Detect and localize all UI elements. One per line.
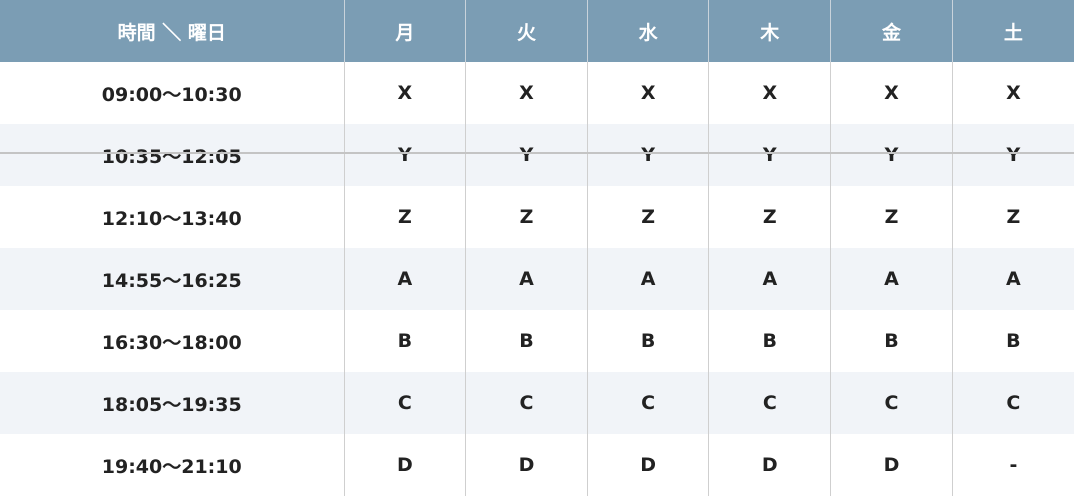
schedule-cell: B <box>951 310 1074 372</box>
schedule-cell: C <box>830 372 953 434</box>
schedule-cell: Y <box>343 124 466 186</box>
time-slot: 10:35〜12:05 <box>0 124 344 186</box>
header-day: 金 <box>830 0 953 62</box>
schedule-cell: Z <box>586 186 709 248</box>
schedule-cell: B <box>343 310 466 372</box>
header-day: 月 <box>343 0 466 62</box>
schedule-cell: D <box>343 434 466 496</box>
header-day: 土 <box>951 0 1074 62</box>
schedule-cell: B <box>465 310 588 372</box>
schedule-cell: A <box>708 248 831 310</box>
schedule-cell: A <box>343 248 466 310</box>
time-slot: 12:10〜13:40 <box>101 207 242 230</box>
table-row: 18:05〜19:35 C C C C C C <box>0 372 1074 434</box>
time-slot: 18:05〜19:35 <box>0 372 344 434</box>
header-day: 火 <box>465 0 588 62</box>
schedule-cell: Y <box>708 124 831 186</box>
table-row: 09:00〜10:30 X X X X X X <box>0 62 1074 124</box>
schedule-cell: D <box>465 434 588 496</box>
schedule-cell: X <box>343 62 466 124</box>
schedule-cell: B <box>708 310 831 372</box>
schedule-cell: C <box>343 372 466 434</box>
schedule-cell: Z <box>708 186 831 248</box>
schedule-cell: D <box>586 434 709 496</box>
schedule-cell: A <box>586 248 709 310</box>
schedule-cell: D <box>830 434 953 496</box>
time-slot: 09:00〜10:30 <box>101 83 242 106</box>
table-row: 12:10〜13:40 Z Z Z Z Z Z <box>0 186 1074 248</box>
horizontal-divider-line <box>0 152 1074 154</box>
schedule-cell: A <box>830 248 953 310</box>
schedule-cell: Y <box>830 124 953 186</box>
schedule-cell: Z <box>951 186 1074 248</box>
schedule-cell: B <box>586 310 709 372</box>
schedule-cell: - <box>951 434 1074 496</box>
schedule-cell: Z <box>343 186 466 248</box>
schedule-cell: Z <box>830 186 953 248</box>
table-row: 16:30〜18:00 B B B B B B <box>0 310 1074 372</box>
header-day: 水 <box>586 0 709 62</box>
table-row: 10:35〜12:05 Y Y Y Y Y Y <box>0 124 1074 186</box>
schedule-cell: X <box>951 62 1074 124</box>
schedule-cell: D <box>708 434 831 496</box>
header-row: 時間 ＼ 曜日月火水木金土 <box>0 0 1074 62</box>
schedule-cell: C <box>708 372 831 434</box>
header-time-day: 時間 ＼ 曜日 <box>0 0 344 62</box>
table-row: 14:55〜16:25 A A A A A A <box>0 248 1074 310</box>
schedule-cell: C <box>586 372 709 434</box>
schedule-cell: A <box>951 248 1074 310</box>
schedule-cell: X <box>830 62 953 124</box>
schedule-cell: X <box>708 62 831 124</box>
header-day: 木 <box>708 0 831 62</box>
schedule-cell: A <box>465 248 588 310</box>
schedule-cell: Y <box>465 124 588 186</box>
time-slot: 14:55〜16:25 <box>0 248 344 310</box>
schedule-cell: Z <box>465 186 588 248</box>
time-slot: 19:40〜21:10 <box>101 455 242 478</box>
schedule-cell: C <box>465 372 588 434</box>
schedule-cell: Y <box>586 124 709 186</box>
schedule-cell: B <box>830 310 953 372</box>
schedule-cell: Y <box>951 124 1074 186</box>
table-row: 19:40〜21:10 D D D D D - <box>0 434 1074 496</box>
time-slot: 16:30〜18:00 <box>101 331 242 354</box>
schedule-cell: X <box>586 62 709 124</box>
schedule-cell: X <box>465 62 588 124</box>
schedule-cell: C <box>951 372 1074 434</box>
